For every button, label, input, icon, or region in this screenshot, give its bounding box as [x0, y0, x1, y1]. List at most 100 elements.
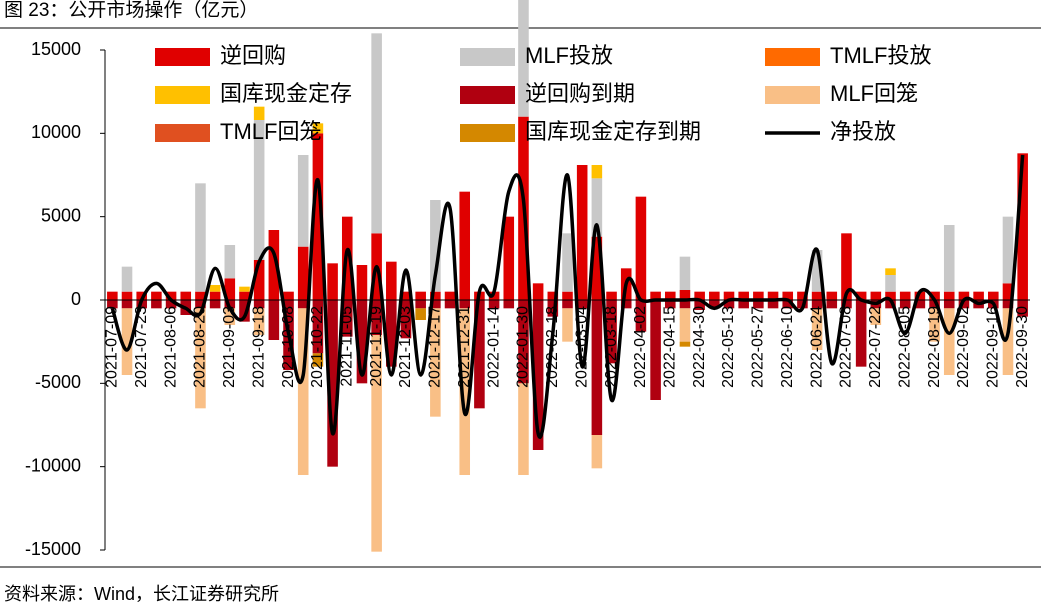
x-tick-label: 2022-01-14 — [485, 306, 502, 388]
bar — [576, 165, 588, 300]
bar — [679, 256, 691, 290]
bar — [459, 308, 471, 475]
bar — [753, 291, 764, 300]
bar — [165, 291, 177, 300]
x-tick-label: 2022-07-22 — [867, 306, 884, 388]
bar — [312, 353, 324, 367]
bar — [709, 300, 720, 309]
x-tick-label: 2021-07-09 — [104, 306, 121, 388]
bar — [195, 183, 206, 292]
bar — [1002, 216, 1014, 284]
bar — [1002, 300, 1014, 309]
bar — [943, 300, 955, 309]
bar — [253, 300, 265, 309]
bar — [312, 123, 324, 134]
bar — [576, 300, 588, 309]
x-tick-label: 2022-07-08 — [838, 306, 855, 388]
bar — [899, 300, 911, 309]
bar — [195, 291, 206, 300]
bar — [107, 291, 118, 300]
bar — [1002, 283, 1014, 300]
y-tick-label: -10000 — [25, 455, 81, 475]
bar — [297, 308, 309, 475]
bar — [943, 291, 955, 300]
bar — [532, 300, 544, 450]
bar — [239, 286, 250, 292]
bar — [606, 300, 617, 364]
bar — [694, 300, 705, 310]
bar — [253, 120, 265, 260]
bar — [430, 300, 441, 309]
bar — [899, 291, 911, 300]
y-tick-label: 5000 — [41, 205, 81, 225]
x-tick-label: 2022-09-02 — [955, 306, 972, 388]
bar — [518, 383, 529, 475]
y-tick-label: 15000 — [31, 39, 81, 59]
legend-label: MLF回笼 — [830, 81, 918, 106]
net-line — [110, 154, 1025, 439]
bar — [415, 308, 426, 320]
legend-label: 净投放 — [830, 119, 896, 144]
x-tick-label: 2021-07-23 — [133, 306, 150, 388]
bar — [121, 291, 133, 300]
bar — [547, 300, 559, 317]
bar — [826, 300, 838, 309]
bar — [518, 0, 529, 117]
bar — [591, 165, 603, 179]
bar — [855, 300, 867, 367]
bar — [253, 260, 265, 300]
bar — [562, 308, 573, 342]
bar — [943, 225, 955, 292]
x-tick-label: 2022-04-15 — [661, 306, 678, 388]
bar — [444, 300, 456, 309]
bar — [1017, 153, 1028, 300]
bar — [136, 291, 147, 300]
bar — [224, 245, 236, 279]
bar — [782, 291, 794, 300]
legend-label: 逆回购到期 — [525, 81, 635, 106]
x-tick-label: 2022-03-04 — [573, 306, 590, 388]
bar — [709, 291, 720, 300]
x-tick-label: 2021-09-18 — [250, 306, 267, 388]
bar — [679, 308, 691, 342]
bar — [444, 291, 456, 300]
x-tick-label: 2022-09-16 — [985, 306, 1002, 388]
bar — [268, 230, 280, 300]
bar — [1017, 300, 1028, 317]
y-tick-label: -15000 — [25, 539, 81, 559]
bar — [841, 300, 852, 309]
x-tick-label: 2022-02-18 — [544, 306, 561, 388]
bar — [738, 300, 749, 309]
bar — [855, 291, 867, 300]
bar — [591, 300, 603, 435]
x-tick-label: 2022-09-30 — [1014, 306, 1031, 388]
bar — [635, 300, 647, 332]
bar — [297, 300, 309, 309]
bar — [767, 300, 779, 309]
bar — [753, 300, 764, 309]
bar — [591, 435, 603, 469]
bar — [664, 291, 676, 300]
bar — [459, 191, 471, 300]
bar — [518, 300, 529, 384]
bar — [253, 308, 265, 335]
bar — [929, 308, 940, 342]
bar — [973, 291, 984, 300]
bar — [885, 300, 896, 309]
bar — [929, 300, 940, 309]
bar — [371, 335, 382, 552]
bar — [268, 300, 280, 340]
bar — [914, 291, 926, 300]
bar — [341, 300, 353, 337]
bar — [591, 178, 603, 237]
bar — [371, 300, 382, 335]
bar — [386, 261, 397, 300]
bar — [327, 263, 338, 300]
bar — [312, 133, 324, 300]
x-tick-label: 2021-08-20 — [192, 306, 209, 388]
bar — [297, 155, 309, 247]
bar — [885, 291, 896, 300]
y-tick-label: 0 — [71, 289, 81, 309]
bar — [929, 291, 940, 300]
